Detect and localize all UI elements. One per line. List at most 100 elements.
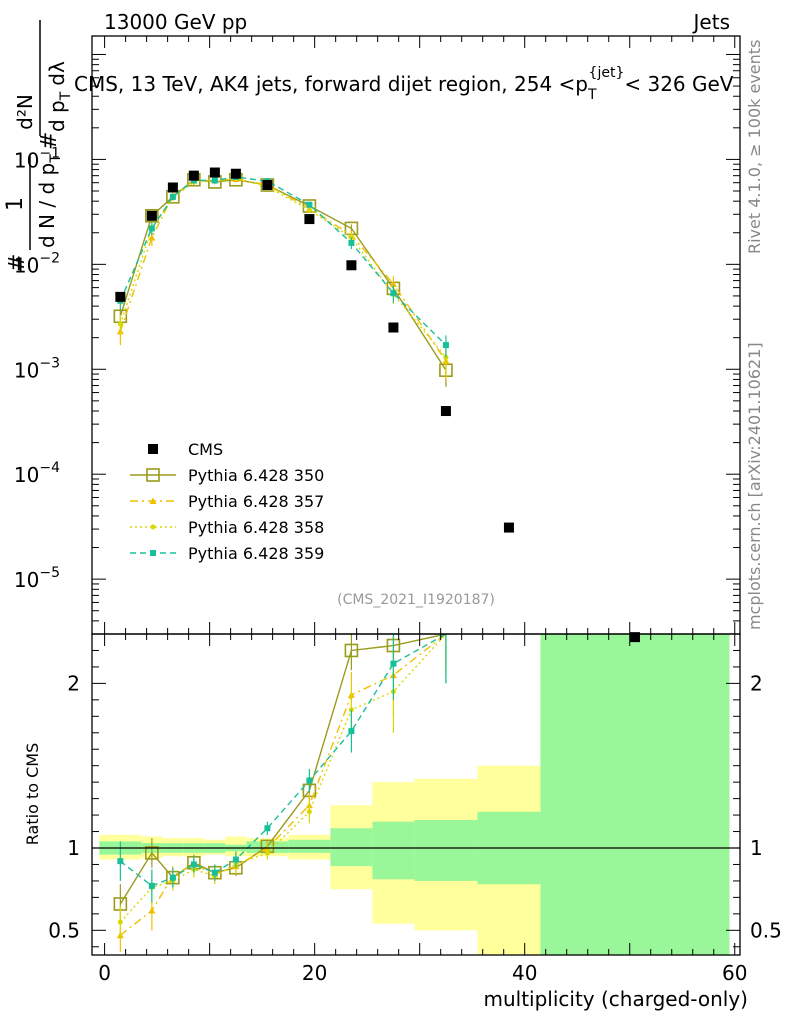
y-tick-label: 10−1 [14, 145, 60, 172]
legend-marker [150, 524, 156, 530]
main-point [389, 280, 397, 287]
ratio-point [117, 919, 123, 925]
ylabel-frac-den-a: d p [45, 100, 69, 132]
stat-uncertainty-band-7 [288, 839, 331, 853]
main-point [230, 168, 241, 179]
main-title-tail: < 326 GeV [624, 72, 733, 96]
ylabel-lead: # [5, 254, 30, 272]
legend-label: Pythia 6.428 359 [188, 544, 324, 563]
legend-entry: Pythia 6.428 350 [130, 466, 324, 485]
category-label: Jets [692, 10, 730, 34]
ratio-y-tick-label: 0.5 [48, 918, 80, 942]
main-title-sup: {jet} [589, 65, 625, 81]
main-line [119, 176, 447, 346]
ratio-y-tick-label-right: 2 [750, 671, 763, 695]
analysis-id: (CMS_2021_I1920187) [337, 592, 495, 608]
main-point [148, 225, 155, 232]
stat-uncertainty-band-10 [414, 820, 478, 881]
ratio-line [119, 633, 447, 923]
ratio-ylabel: Ratio to CMS [23, 743, 42, 845]
main-series-pythia-6-428-358 [117, 175, 449, 375]
ratio-y-tick-label-right: 1 [750, 836, 763, 860]
main-point [306, 201, 313, 208]
ylabel-den-sub: T [48, 154, 64, 164]
axes-layer: 0 20 40 60 10−5 10−4 10−3 10−2 10−1 0.5 0.5 1 1 2 2 [14, 35, 782, 985]
ylabel-den: d N / d pT [35, 154, 64, 248]
legend-entry: Pythia 6.428 359 [130, 544, 324, 563]
ratio-point [264, 825, 271, 832]
x-tick-label: 0 [98, 961, 111, 985]
stat-uncertainty-band-8 [330, 828, 373, 867]
main-point [115, 291, 126, 302]
main-line [119, 179, 447, 371]
rivet-label: Rivet 4.1.0, ≥ 100k events [745, 40, 764, 254]
main-series-pythia-6-428-350 [113, 172, 453, 387]
ratio-y-tick-label-right: 0.5 [750, 918, 782, 942]
main-point [306, 207, 312, 213]
ratio-uncertainty-bands [99, 634, 730, 955]
legend-marker [146, 468, 160, 482]
y-tick-label: 10−2 [14, 250, 60, 277]
y-tick-label: 10−4 [14, 460, 60, 487]
legend-marker [149, 497, 157, 504]
ratio-point [169, 874, 176, 881]
main-ylabel: # 1 d N / d pT # d²N d pTdλ [3, 20, 74, 272]
main-line [119, 178, 447, 362]
stat-uncertainty-band-9 [372, 821, 415, 880]
ratio-series-pythia-6-428-359 [117, 633, 447, 903]
main-point [629, 632, 640, 643]
legend-label: Pythia 6.428 357 [188, 492, 324, 511]
main-point [442, 342, 449, 349]
ratio-point [232, 856, 239, 863]
main-series-cms [115, 167, 640, 643]
ratio-point [344, 643, 359, 658]
main-panel-layer [113, 167, 640, 643]
energy-label: 13000 GeV pp [104, 10, 247, 34]
y-tick-label: 10−5 [14, 565, 60, 592]
ylabel-frac-num: d²N [13, 94, 37, 130]
main-point [209, 167, 220, 178]
ratio-point [390, 660, 397, 667]
main-point [117, 321, 123, 327]
ylabel-lead2: # [37, 132, 62, 150]
main-point [348, 239, 355, 246]
ratio-y-tick-label: 2 [67, 671, 80, 695]
ratio-point [211, 869, 218, 876]
x-tick-label: 40 [512, 961, 537, 985]
x-tick-label: 60 [722, 961, 747, 985]
ratio-point [117, 858, 124, 865]
ratio-point [145, 846, 159, 860]
main-title-text: CMS, 13 TeV, AK4 jets, forward dijet reg… [74, 72, 588, 96]
main-point [304, 214, 315, 225]
legend-entry: CMS [148, 440, 223, 459]
ylabel-frac-den-b: dλ [45, 61, 69, 86]
mcplots-label: mcplots.cern.ch [arXiv:2401.10621] [745, 342, 764, 630]
ratio-frame [91, 633, 741, 956]
legend-entry: Pythia 6.428 358 [130, 518, 324, 537]
main-title-sub: T [587, 87, 597, 103]
legend-marker [148, 444, 158, 454]
ylabel-one: 1 [3, 197, 28, 211]
main-point [440, 406, 451, 417]
main-point [211, 177, 218, 184]
ratio-point [148, 882, 155, 889]
main-point [169, 193, 176, 200]
ratio-point [306, 809, 312, 815]
ylabel-frac-den: d pTdλ [45, 61, 74, 132]
ylabel-den-a: d N / d p [35, 163, 59, 248]
main-point [148, 234, 156, 241]
main-point [167, 182, 178, 193]
main-point [346, 260, 357, 271]
ratio-point [148, 907, 156, 914]
legend-label: Pythia 6.428 358 [188, 518, 324, 537]
ratio-y-tick-label: 1 [67, 836, 80, 860]
legend-entry: Pythia 6.428 357 [130, 492, 324, 511]
ratio-point [264, 850, 270, 856]
main-point [390, 290, 397, 297]
main-point [262, 180, 273, 191]
main-point [503, 522, 514, 533]
main-title: CMS, 13 TeV, AK4 jets, forward dijet reg… [74, 65, 734, 103]
ylabel-frac-den-sub: T [58, 91, 74, 101]
x-axis-label: multiplicity (charged-only) [483, 987, 748, 1011]
